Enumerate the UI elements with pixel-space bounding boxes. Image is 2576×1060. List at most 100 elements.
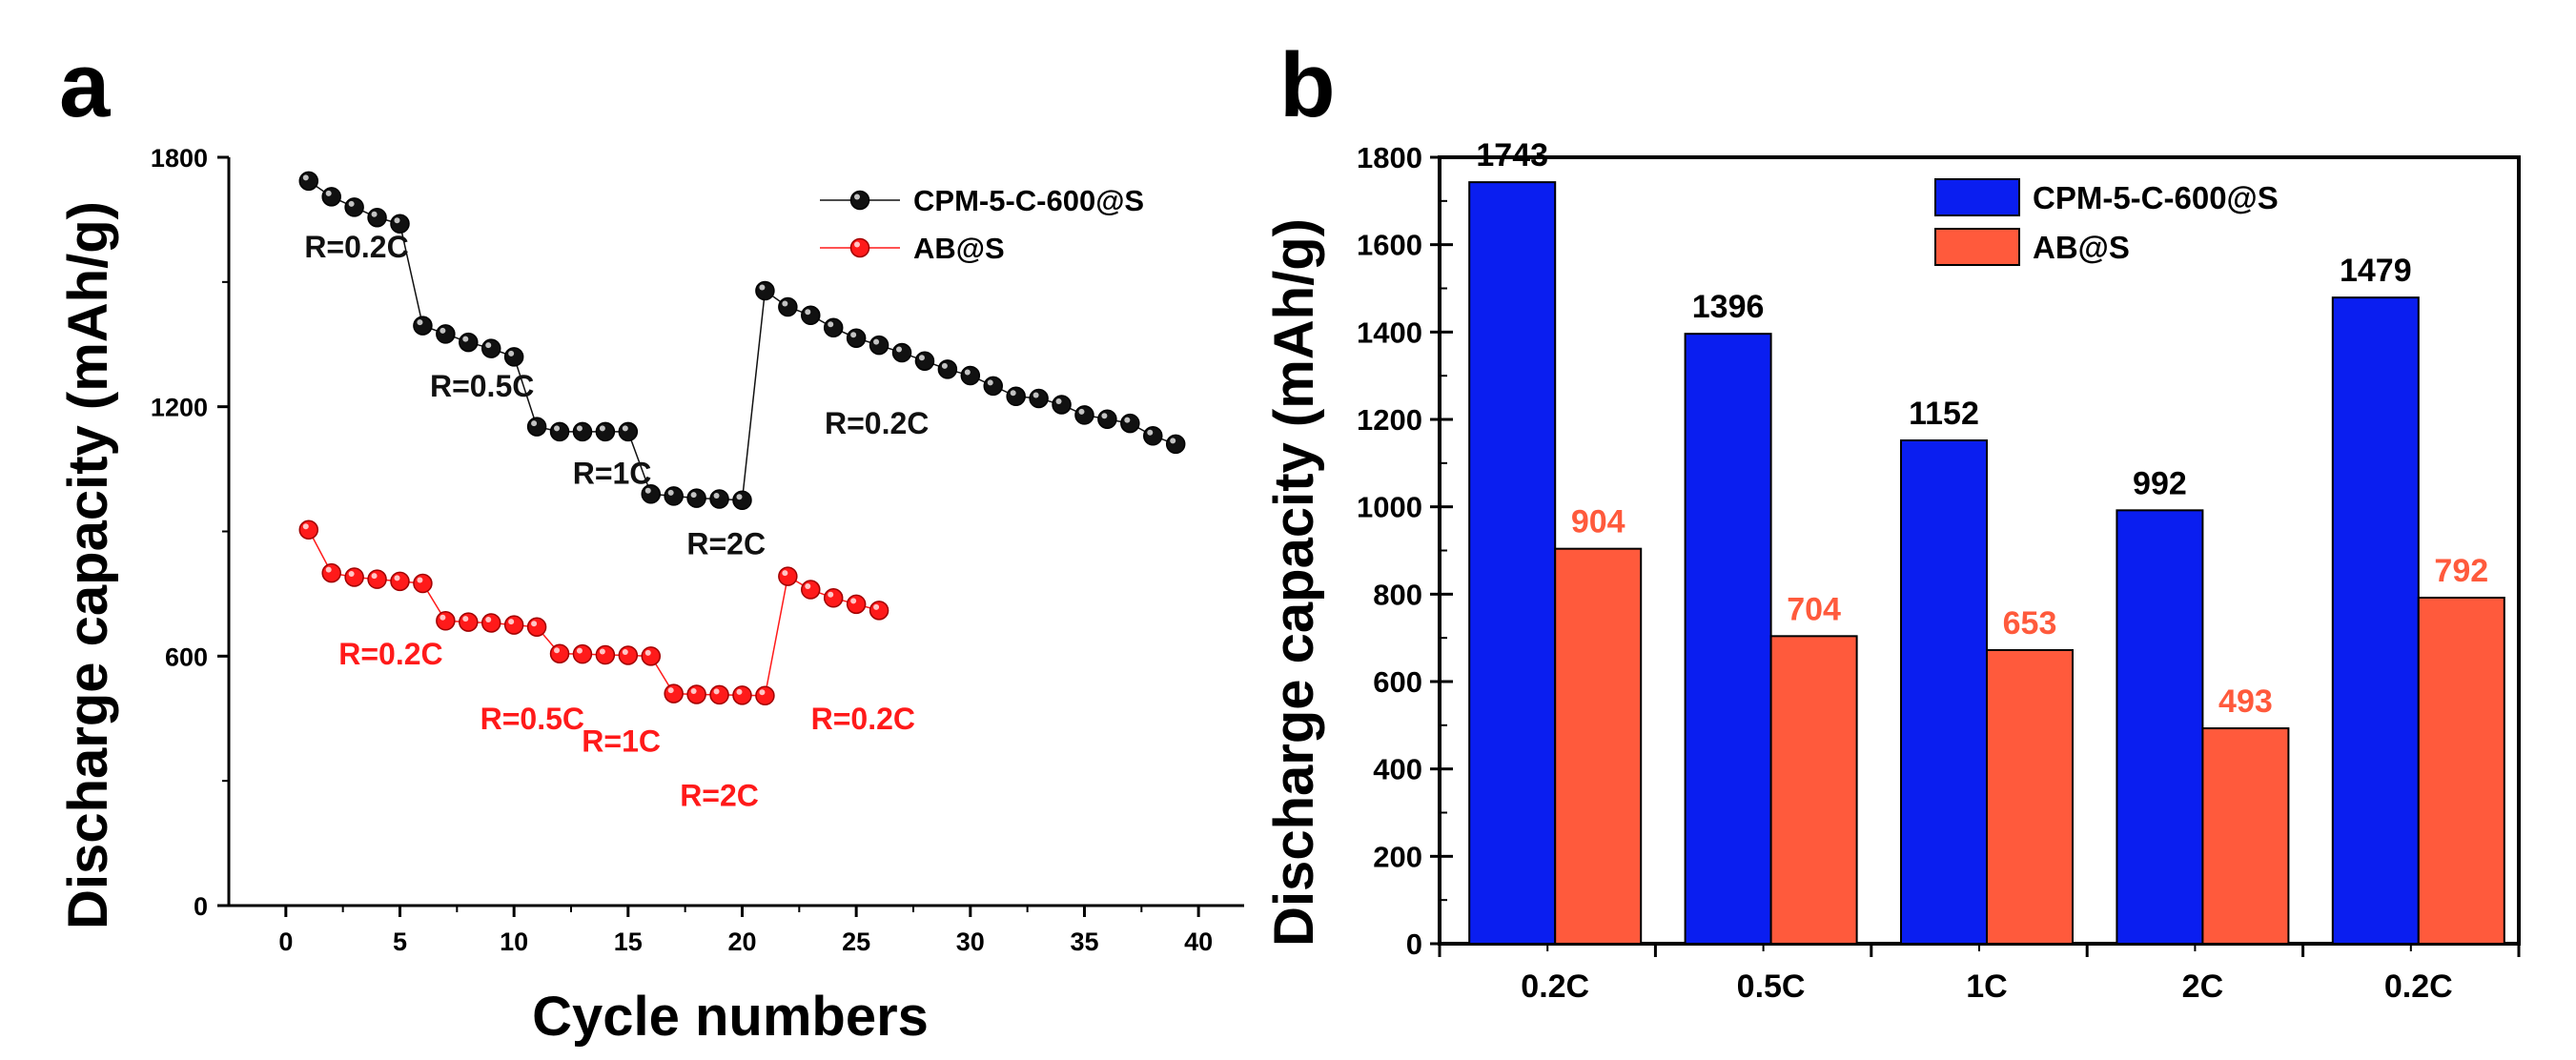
a-series-1-point — [321, 562, 341, 583]
a-series-1-point — [344, 567, 364, 587]
b-bar-ab — [1554, 547, 1643, 946]
a-series-0-point — [960, 365, 981, 386]
b-category-label: 2C — [2182, 968, 2223, 1005]
a-series-0-point — [595, 421, 616, 442]
a-series-0-point — [549, 421, 570, 442]
a-series-1-point-highlight — [348, 570, 355, 577]
a-y-tick-label: 1800 — [151, 144, 208, 173]
a-series-1-point — [390, 571, 410, 592]
a-series-0-point-highlight — [736, 494, 743, 500]
a-series-0-point — [367, 207, 387, 228]
a-series-0-point-highlight — [964, 369, 971, 376]
a-series-1-point — [572, 643, 593, 664]
b-y-tick-label: 1200 — [1357, 403, 1422, 437]
a-series-1-point-highlight — [713, 688, 720, 695]
a-x-tick-label: 35 — [1070, 928, 1098, 956]
chart-b: 0 200 400 600 800 1000 1200 1400 1600 1800 1743 904… — [1357, 137, 2521, 1005]
a-series-1-point-highlight — [736, 688, 743, 695]
a-series-0-point — [801, 305, 821, 325]
b-category-label: 0.2C — [1521, 968, 1589, 1005]
a-series-0-point — [344, 197, 364, 217]
a-series-1-point — [686, 684, 706, 704]
a-series-0-point-highlight — [896, 346, 903, 353]
a-x-tick-label: 30 — [956, 928, 985, 956]
a-series-0-point-highlight — [485, 342, 492, 349]
a-annotation: R=0.2C — [811, 702, 915, 736]
a-series-0-point-highlight — [1170, 438, 1176, 444]
a-series-1-point-highlight — [690, 687, 697, 694]
a-series-0-point — [618, 421, 639, 442]
a-series-0-point — [321, 187, 341, 207]
b-y-tick-label: 400 — [1373, 753, 1422, 786]
a-series-1-point — [413, 573, 433, 594]
a-series-1-point-highlight — [440, 614, 446, 621]
a-series-0-point-highlight — [1124, 417, 1131, 423]
a-series-0-point-highlight — [1101, 413, 1108, 419]
a-series-1-point-highlight — [850, 598, 857, 604]
a-series-1-point-highlight — [644, 649, 651, 656]
a-series-1-point — [436, 611, 456, 631]
b-legend-label: CPM-5-C-600@S — [2033, 180, 2279, 215]
a-series-1-point-highlight — [759, 689, 766, 696]
a-series-1-point — [595, 644, 616, 665]
a-series-0-point-highlight — [941, 362, 948, 369]
b-legend-label: AB@S — [2033, 230, 2130, 265]
a-legend-marker-highlight — [854, 194, 860, 200]
a-y-tick-label: 0 — [194, 892, 208, 921]
a-series-0-point-highlight — [759, 284, 766, 291]
b-legend-swatch — [1934, 178, 2020, 216]
a-legend-marker-highlight — [854, 241, 860, 248]
a-series-0-point — [1165, 434, 1186, 455]
a-series-0-point — [1143, 425, 1163, 446]
b-category-label: 1C — [1966, 968, 2007, 1005]
b-bar-ab — [2417, 597, 2505, 945]
a-series-0-point — [1052, 395, 1072, 415]
b-bar-value-label: 1152 — [1909, 396, 1979, 432]
a-series-0-point-highlight — [1078, 408, 1085, 415]
a-series-1-point-highlight — [805, 583, 811, 590]
a-series-0-point — [459, 332, 479, 353]
a-series-0-point — [526, 417, 547, 437]
a-series-1-point-highlight — [622, 648, 628, 655]
b-y-tick-label: 800 — [1373, 578, 1422, 611]
a-series-1-point-highlight — [371, 573, 378, 580]
panel-a-label: a — [59, 34, 111, 136]
a-series-1-point — [503, 615, 524, 635]
a-annotation: R=0.5C — [430, 369, 534, 403]
a-series-1-point — [869, 601, 889, 621]
a-series-0-point-highlight — [576, 425, 583, 432]
a-series-0-point — [937, 359, 958, 379]
a-series-1-point — [709, 684, 729, 705]
b-bar-cpm — [1684, 333, 1772, 945]
a-x-tick-label: 10 — [500, 928, 528, 956]
panel-b-ylabel: Discharge capacity (mAh/g) — [1263, 218, 1325, 947]
a-series-0-point-highlight — [667, 489, 674, 496]
a-series-1-point — [480, 613, 501, 633]
a-y-tick-label: 1200 — [151, 394, 208, 422]
b-bar-ab — [2201, 727, 2290, 946]
a-series-0-point-highlight — [644, 487, 651, 494]
a-series-0-point-highlight — [918, 355, 925, 361]
a-series-0-point — [914, 351, 935, 371]
a-series-1-point — [846, 594, 867, 615]
a-series-1-point — [801, 580, 821, 600]
a-series-0-point-highlight — [1147, 429, 1154, 436]
a-series-1-point-highlight — [782, 570, 788, 577]
a-series-1-point — [618, 645, 639, 665]
a-x-tick-label: 5 — [393, 928, 407, 956]
a-series-0-point — [436, 324, 456, 344]
a-series-0-point-highlight — [531, 420, 538, 427]
a-series-0-point-highlight — [1032, 392, 1039, 398]
a-series-1-point — [549, 643, 570, 663]
a-legend-marker — [849, 190, 870, 211]
a-series-0-point — [983, 376, 1003, 397]
a-series-0-point-highlight — [554, 425, 561, 432]
a-series-0-point — [298, 171, 319, 192]
b-bar-value-label: 704 — [1787, 591, 1841, 627]
a-series-0-point — [664, 486, 684, 506]
a-series-1-point-highlight — [462, 616, 469, 622]
a-series-0-point — [891, 342, 912, 363]
a-series-1-point — [778, 566, 798, 586]
a-series-1-point-highlight — [302, 523, 309, 530]
a-series-0-point — [1074, 405, 1094, 425]
